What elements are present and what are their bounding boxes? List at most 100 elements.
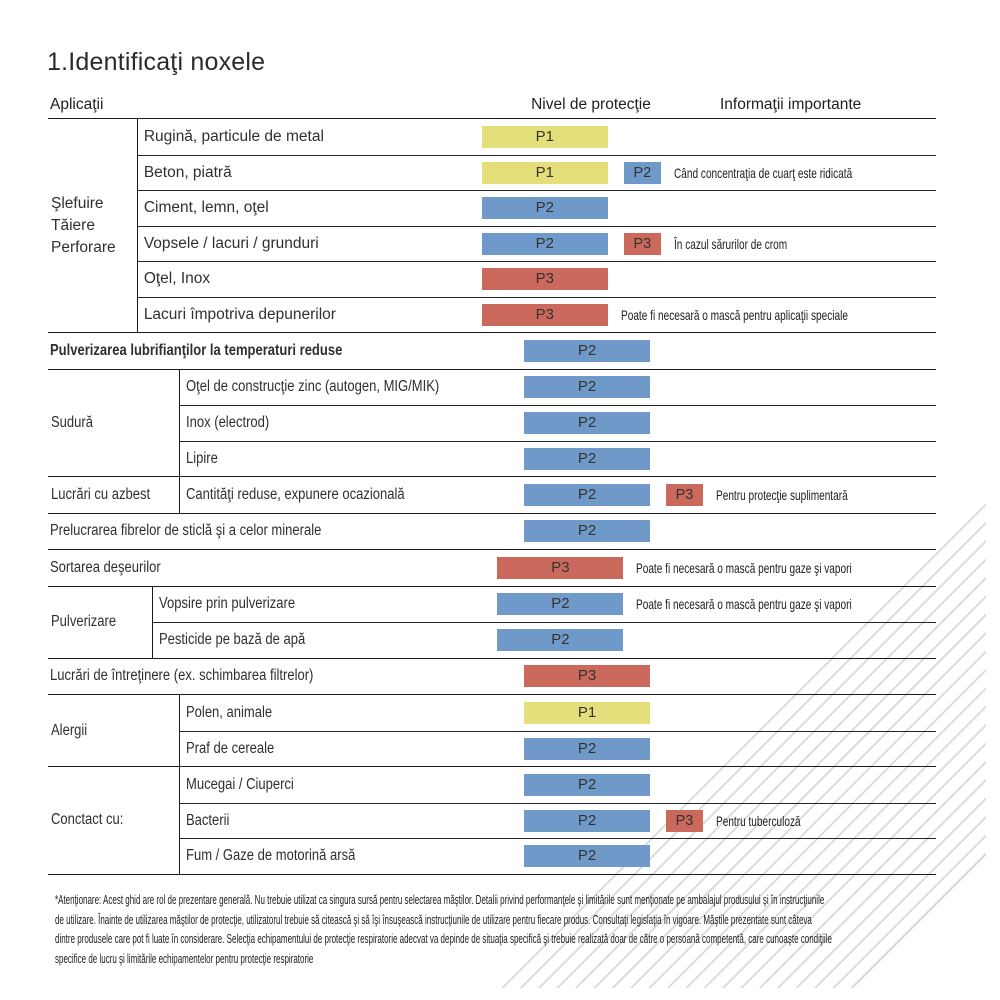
protection-level-bar: P1 [481, 125, 608, 148]
application-label: Cantităţi reduse, expunere ocazională [186, 485, 405, 503]
table-group-sortarea-deseurilor: Sortarea deşeurilor P3 Poate fi necesară… [48, 550, 936, 587]
table-row: Bacterii P2 P3 Pentru tuberculoză [180, 802, 936, 839]
protection-level-bar: P2 [497, 593, 624, 616]
application-label: Rugină, particule de metal [143, 127, 324, 145]
application-label: Lipire [186, 449, 218, 467]
application-label: Pulverizarea lubrifianţilor la temperatu… [50, 341, 343, 359]
protection-level-badge: P2 [623, 161, 661, 184]
category-cell: Sudură [48, 369, 180, 476]
protection-level-bar: P2 [481, 197, 608, 220]
application-label: Pesticide pe bază de apă [159, 631, 306, 649]
application-label: Praf de cereale [186, 739, 275, 757]
table-row: Ciment, lemn, oţel P2 [137, 190, 936, 226]
table-row: Oţel de construcţie zinc (autogen, MIG/M… [180, 370, 936, 406]
column-header-important-info: Informaţii importante [720, 96, 862, 113]
table-group-azbest: Lucrări cu azbest Cantităţi reduse, expu… [48, 477, 936, 514]
category-cell: Alergii [48, 695, 180, 766]
table-row: Inox (electrod) P2 [180, 405, 936, 441]
application-label: Oţel de construcţie zinc (autogen, MIG/M… [186, 378, 440, 396]
important-info-text: Poate fi necesară o mască pentru gaze şi… [636, 559, 853, 576]
application-label: Fum / Gaze de motorină arsă [186, 847, 356, 865]
table-row: Polen, animale P1 [180, 695, 936, 731]
protection-level-bar: P2 [524, 339, 650, 362]
protection-level-badge: P3 [666, 809, 703, 832]
footnote-line: *Atenţionare: Acest ghid are rol de prez… [55, 893, 825, 907]
protection-level-badge: P3 [623, 232, 661, 255]
column-header-applications: Aplicaţii [50, 96, 104, 113]
table-group-contact-cu: Conctact cu: Mucegai / Ciuperci P2 Bacte… [48, 767, 936, 875]
protection-level-bar: P1 [481, 161, 608, 184]
important-info-text: În cazul sărurilor de crom [673, 235, 787, 252]
table-group-intretinere: Lucrări de întreţinere (ex. schimbarea f… [48, 659, 936, 695]
table-group-fibre-sticla: Prelucrarea fibrelor de sticlă şi a celo… [48, 514, 936, 550]
important-info-text: Poate fi necesară o mască pentru aplicaţ… [620, 306, 848, 323]
protection-level-bar: P2 [524, 447, 650, 470]
table-row: Pesticide pe bază de apă P2 [153, 622, 936, 658]
important-info-text: Pentru tuberculoză [716, 812, 801, 829]
table-row: Mucegai / Ciuperci P2 [180, 767, 936, 803]
protection-level-bar: P2 [524, 483, 650, 506]
table-row: Oţel, Inox P3 [137, 261, 936, 297]
column-header-protection-level: Nivel de protecţie [531, 96, 651, 113]
protection-level-bar: P2 [524, 412, 650, 435]
category-cell: Şlefuire Tăiere Perforare [48, 119, 138, 332]
table-row: Prelucrarea fibrelor de sticlă şi a celo… [48, 514, 936, 550]
column-headers: Aplicaţii Nivel de protecţie Informaţii … [0, 96, 1000, 118]
table-row: Vopsire prin pulverizare P2 Poate fi nec… [153, 587, 936, 623]
protection-level-badge: P3 [666, 483, 703, 506]
protection-level-bar: P3 [524, 665, 650, 688]
table-group-sudura: Sudură Oţel de construcţie zinc (autogen… [48, 369, 936, 477]
table-group-pulverizarea-lubrifiantilor: Pulverizarea lubrifianţilor la temperatu… [48, 333, 936, 370]
protection-level-bar: P2 [524, 376, 650, 399]
hazard-table: Şlefuire Tăiere Perforare Rugină, partic… [48, 118, 936, 875]
category-cell: Lucrări cu azbest [48, 477, 180, 513]
table-group-alergii: Alergii Polen, animale P1 Praf de cereal… [48, 695, 936, 767]
protection-level-bar: P3 [481, 303, 608, 326]
table-row: Fum / Gaze de motorină arsă P2 [180, 838, 936, 874]
table-row: Pulverizarea lubrifianţilor la temperatu… [48, 333, 936, 369]
table-row: Lucrări de întreţinere (ex. schimbarea f… [48, 659, 936, 695]
table-row: Rugină, particule de metal P1 [138, 119, 936, 155]
protection-level-bar: P3 [497, 556, 624, 579]
protection-level-bar: P2 [481, 232, 608, 255]
application-label: Lucrări de întreţinere (ex. schimbarea f… [50, 667, 314, 685]
footnote-line: de utilizare. Înainte de utilizarea măşt… [55, 912, 812, 927]
table-row: Lipire P2 [180, 440, 936, 477]
table-row: Cantităţi reduse, expunere ocazională P2… [180, 477, 936, 513]
application-label: Polen, animale [186, 703, 273, 721]
application-label: Bacterii [186, 811, 230, 829]
protection-level-bar: P2 [524, 520, 650, 543]
footnote-line: specifice de lucru şi limitările echipam… [55, 951, 314, 966]
protection-level-bar: P2 [497, 629, 624, 652]
application-label: Prelucrarea fibrelor de sticlă şi a celo… [50, 522, 322, 540]
table-group-slefuire: Şlefuire Tăiere Perforare Rugină, partic… [48, 119, 936, 333]
application-label: Lacuri împotriva depunerilor [143, 305, 336, 323]
protection-level-bar: P2 [524, 737, 650, 760]
application-label: Beton, piatră [143, 163, 232, 181]
application-label: Inox (electrod) [186, 414, 270, 432]
application-label: Sortarea deşeurilor [50, 558, 161, 576]
disclaimer-footnote: *Atenţionare: Acest ghid are rol de prez… [55, 891, 945, 969]
category-cell: Pulverizare [48, 586, 154, 658]
important-info-text: Pentru protecţie suplimentară [716, 486, 848, 503]
table-row: Beton, piatră P1 P2 Când concentraţia de… [137, 154, 936, 191]
table-row: Praf de cereale P2 [180, 730, 936, 767]
protection-level-bar: P3 [481, 268, 608, 291]
table-row: Lacuri împotriva depunerilor P3 Poate fi… [137, 296, 936, 333]
application-label: Mucegai / Ciuperci [186, 775, 294, 793]
important-info-text: Poate fi necesară o mască pentru gaze şi… [636, 596, 853, 613]
category-cell: Conctact cu: [48, 767, 180, 874]
application-label: Vopsele / lacuri / grunduri [143, 234, 319, 252]
protection-level-bar: P2 [524, 845, 650, 868]
table-row: Sortarea deşeurilor P3 Poate fi necesară… [48, 550, 936, 586]
table-row: Vopsele / lacuri / grunduri P2 P3 În caz… [137, 225, 936, 262]
page-title: 1.Identificaţi noxele [47, 48, 266, 76]
protection-level-bar: P1 [524, 701, 650, 724]
application-label: Vopsire prin pulverizare [159, 595, 296, 613]
protection-level-bar: P2 [524, 809, 650, 832]
application-label: Oţel, Inox [143, 270, 211, 288]
application-label: Ciment, lemn, oţel [143, 199, 269, 217]
important-info-text: Când concentraţia de cuarţ este ridicată [673, 164, 853, 181]
footnote-line: dintre produsele care pot fi luate în co… [55, 932, 832, 946]
